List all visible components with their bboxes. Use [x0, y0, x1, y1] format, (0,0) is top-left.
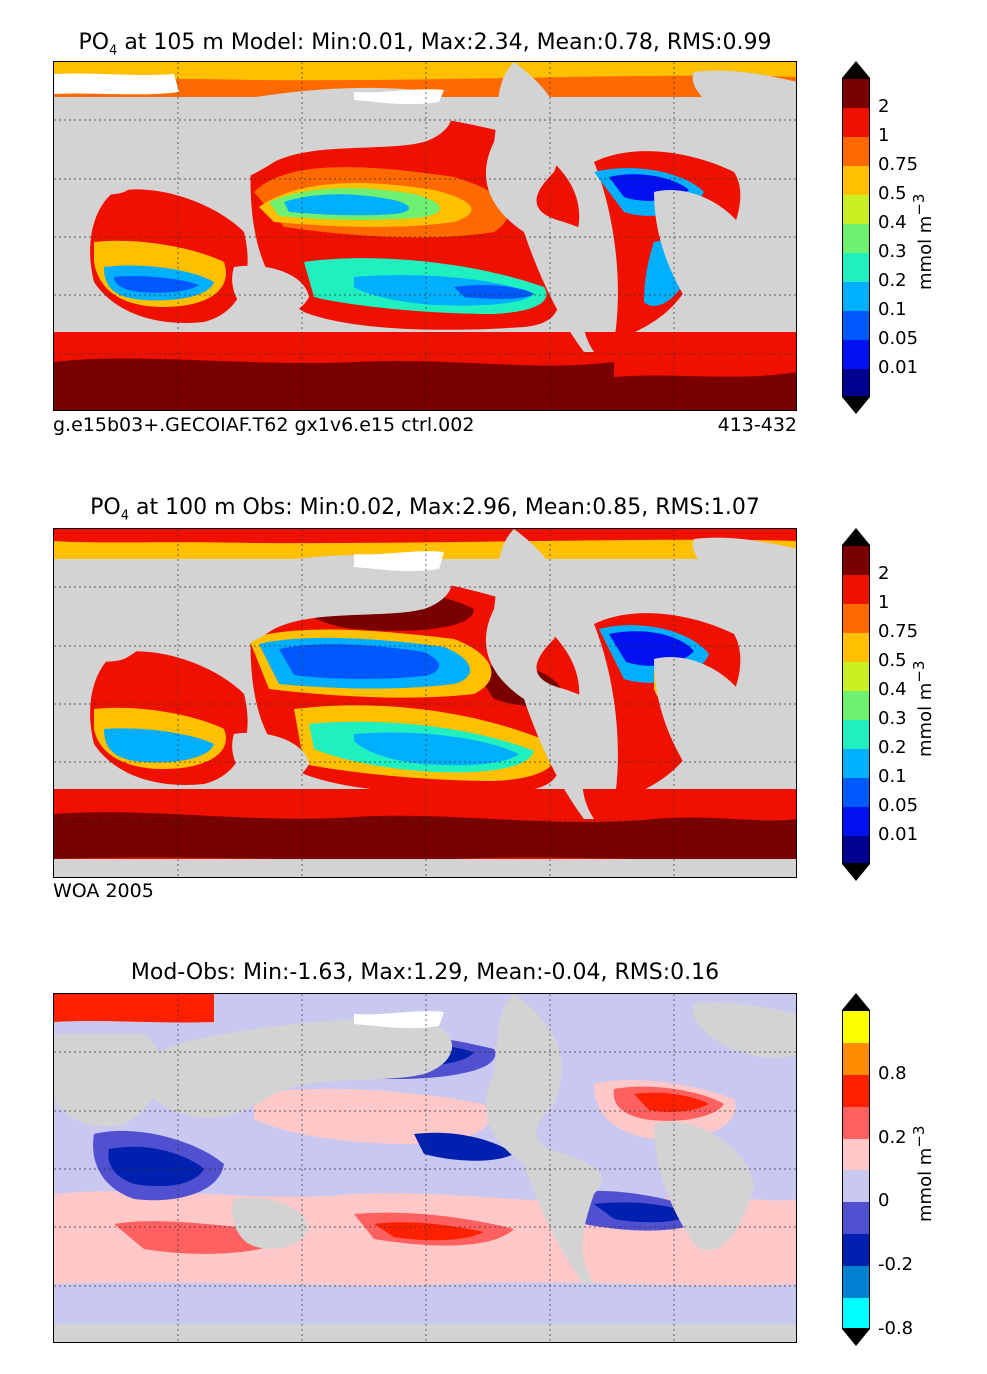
colorbar-tick-label: 0.2 [878, 737, 907, 758]
obs-map [53, 528, 797, 878]
colorbar-cell [843, 108, 869, 137]
panel-title: PO4 at 105 m Model: Min:0.01, Max:2.34, … [78, 30, 772, 59]
colorbar-min-arrow [842, 397, 870, 414]
colorbar-cell [843, 340, 869, 369]
colorbar-cell [843, 604, 869, 633]
colorbar-tick-label: 0.1 [878, 766, 907, 787]
colorbar-tick-label: 0.4 [878, 679, 907, 700]
model-map-field [54, 62, 796, 410]
colorbar-cell [843, 1298, 869, 1328]
run-id-label: g.e15b03+.GECOIAF.T62 gx1v6.e15 ctrl.002 [53, 414, 475, 436]
colorbar-cells [842, 545, 870, 864]
panel-title: PO4 at 100 m Obs: Min:0.02, Max:2.96, Me… [90, 495, 760, 524]
colorbar-cell [843, 282, 869, 311]
colorbar-min-arrow [842, 864, 870, 881]
colorbar-cell [843, 575, 869, 604]
colorbar-min-arrow [842, 1329, 870, 1346]
colorbar-cells [842, 78, 870, 397]
colorbar-tick-label: 0.5 [878, 650, 907, 671]
colorbar-cell [843, 311, 869, 340]
colorbar-cell [843, 720, 869, 749]
colorbar-tick-label: -0.2 [878, 1254, 914, 1276]
colorbar-cell [843, 1138, 869, 1171]
colorbar-tick-label: 0.4 [878, 212, 907, 233]
colorbar-cell [843, 137, 869, 166]
colorbar-tick-label: 0.75 [878, 154, 919, 175]
colorbar-cell [843, 369, 869, 396]
colorbar-cell [843, 807, 869, 836]
colorbar-tick-label: 0 [878, 1190, 890, 1212]
colorbar-cell [843, 1042, 869, 1075]
colorbar-cell [843, 633, 869, 662]
colorbar-cell [843, 749, 869, 778]
colorbar-tick-label: 0.2 [878, 1126, 907, 1148]
colorbar-cell [843, 195, 869, 224]
colorbar-unit: mmol m−3 [910, 193, 936, 290]
colorbar-tick-label: 0.8 [878, 1062, 907, 1084]
colorbar-cell [843, 253, 869, 282]
colorbar-cell [843, 1011, 869, 1043]
colorbar-tick-label: 0.01 [878, 824, 919, 845]
colorbar-cell [843, 836, 869, 863]
colorbar-tick-label: 0.3 [878, 241, 907, 262]
colorbar-unit: mmol m−3 [910, 660, 936, 757]
year-range-label: 413-432 [717, 414, 797, 436]
colorbar-cell [843, 546, 869, 575]
diff-map-field [54, 994, 796, 1342]
colorbar-tick-label: 2 [878, 96, 890, 117]
colorbar-cell [843, 778, 869, 807]
colorbar-cells [842, 1010, 870, 1329]
obs-map-field [54, 529, 796, 877]
diff-map [53, 993, 797, 1343]
colorbar-max-arrow [842, 993, 870, 1010]
colorbar-tick-label: 1 [878, 592, 890, 613]
colorbar-tick-label: 0.05 [878, 328, 919, 349]
colorbar-cell [843, 166, 869, 195]
colorbar-tick-label: 1 [878, 125, 890, 146]
colorbar-cell [843, 691, 869, 720]
colorbar-tick-label: 2 [878, 563, 890, 584]
model-map [53, 61, 797, 411]
colorbar-cell [843, 1202, 869, 1235]
panel-title: Mod-Obs: Min:-1.63, Max:1.29, Mean:-0.04… [130, 960, 720, 985]
colorbar-tick-label: -0.8 [878, 1318, 914, 1339]
colorbar-cell [843, 224, 869, 253]
colorbar-cell [843, 79, 869, 108]
colorbar-tick-label: 0.01 [878, 357, 919, 378]
colorbar-cell [843, 1234, 869, 1267]
colorbar-cell [843, 1106, 869, 1139]
colorbar-cell [843, 1074, 869, 1107]
colorbar-max-arrow [842, 528, 870, 545]
colorbar-cell [843, 1266, 869, 1299]
colorbar-tick-label: 0.3 [878, 708, 907, 729]
colorbar-cell [843, 662, 869, 691]
colorbar-tick-label: 0.75 [878, 621, 919, 642]
colorbar-cell [843, 1170, 869, 1203]
source-label: WOA 2005 [53, 880, 154, 902]
colorbar-tick-label: 0.2 [878, 270, 907, 291]
colorbar-max-arrow [842, 61, 870, 78]
colorbar-tick-label: 0.05 [878, 795, 919, 816]
colorbar-tick-label: 0.1 [878, 299, 907, 320]
colorbar-tick-label: 0.5 [878, 183, 907, 204]
colorbar-unit: mmol m−3 [910, 1125, 936, 1222]
